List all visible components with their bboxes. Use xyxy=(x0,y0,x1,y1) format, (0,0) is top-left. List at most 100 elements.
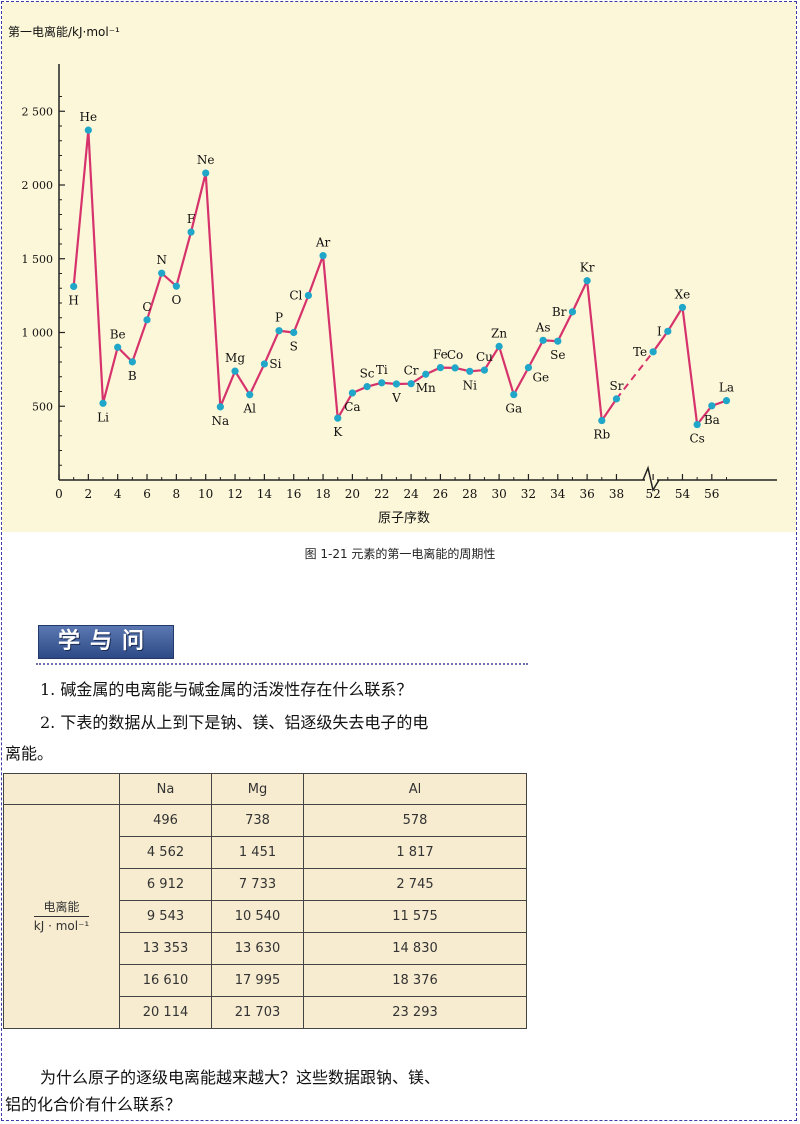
data-point xyxy=(114,343,122,351)
series-line xyxy=(652,304,727,428)
data-point xyxy=(260,360,268,368)
element-label: S xyxy=(290,340,298,354)
data-point xyxy=(678,303,687,312)
element-label: Xe xyxy=(675,287,691,301)
element-label: Cl xyxy=(289,288,302,302)
data-point xyxy=(275,327,283,335)
y-tick-label: 500 xyxy=(32,400,53,413)
element-label: Ti xyxy=(376,363,388,377)
table-header-row: Na Mg Al xyxy=(3,773,527,805)
x-tick-label: 0 xyxy=(55,487,63,501)
y-tick-label: 2 500 xyxy=(22,105,54,118)
data-point xyxy=(495,342,503,350)
data-point xyxy=(583,277,591,285)
x-tick-label: 56 xyxy=(704,487,719,501)
data-point xyxy=(158,269,166,277)
element-label: He xyxy=(80,110,98,124)
element-label: Ca xyxy=(344,400,360,414)
element-label: H xyxy=(68,293,78,307)
table-cell: 11 575 xyxy=(303,900,527,933)
dotted-divider xyxy=(36,663,528,665)
question-2-line-1: 2. 下表的数据从上到下是钠、镁、铝逐级失去电子的电 xyxy=(40,713,429,732)
element-label: B xyxy=(128,369,137,383)
element-label: V xyxy=(391,391,401,405)
element-label: I xyxy=(657,324,662,338)
element-label: C xyxy=(142,300,151,314)
element-label: O xyxy=(171,293,181,307)
element-label: Na xyxy=(212,414,230,428)
data-point xyxy=(290,328,298,337)
element-label: Ni xyxy=(463,378,478,392)
element-label: Si xyxy=(269,357,281,371)
element-label: As xyxy=(535,320,551,334)
x-tick-label: 22 xyxy=(374,487,389,501)
closing-line-1: 为什么原子的逐级电离能越来越大？这些数据跟钠、镁、 xyxy=(40,1068,441,1087)
section-title-badge: 学与问 xyxy=(38,625,174,659)
table-row: 13 353 13 630 14 830 xyxy=(4,932,527,965)
data-point xyxy=(524,364,533,372)
x-tick-label: 14 xyxy=(257,487,273,501)
data-point xyxy=(708,402,716,410)
data-point xyxy=(334,414,342,422)
x-tick-label: 12 xyxy=(227,487,242,501)
element-label: Sc xyxy=(360,367,375,381)
data-point xyxy=(612,395,621,403)
data-point xyxy=(84,126,92,134)
x-tick-label: 36 xyxy=(579,487,594,501)
element-label: Rb xyxy=(593,428,610,442)
element-label: Cr xyxy=(404,364,419,378)
element-label: Br xyxy=(552,305,567,319)
x-tick-label: 4 xyxy=(114,487,122,501)
table-corner-cell xyxy=(3,773,120,805)
data-point xyxy=(304,291,312,300)
table-row: 16 610 17 995 18 376 xyxy=(4,964,527,997)
table-header-mg: Mg xyxy=(211,773,304,805)
element-label: Mn xyxy=(416,381,436,395)
table-cell: 6 912 xyxy=(119,868,212,901)
data-point xyxy=(598,416,606,425)
element-label: Al xyxy=(242,402,256,416)
data-point xyxy=(319,252,327,260)
x-tick-label: 32 xyxy=(521,487,536,501)
element-label: K xyxy=(333,425,343,439)
table-cell: 2 745 xyxy=(303,868,527,901)
x-tick-label: 38 xyxy=(609,487,624,501)
element-label: P xyxy=(275,311,283,325)
element-label: Ne xyxy=(197,153,215,167)
element-label: Ga xyxy=(505,402,522,416)
data-point xyxy=(348,389,356,397)
element-label: Be xyxy=(110,327,126,341)
x-tick-label: 30 xyxy=(491,487,506,501)
figure-caption: 图 1-21 元素的第一电离能的周期性 xyxy=(304,547,496,561)
table-row: 20 114 21 703 23 293 xyxy=(4,996,527,1029)
table-row-label: 电离能 kJ · mol⁻¹ xyxy=(3,804,120,1029)
element-label: N xyxy=(156,253,167,267)
element-label: Te xyxy=(633,345,647,359)
element-label: La xyxy=(719,381,734,395)
table-cell: 14 830 xyxy=(303,932,527,965)
element-label: Li xyxy=(97,410,109,424)
element-label: Cu xyxy=(476,350,493,364)
y-tick-label: 1 000 xyxy=(22,327,54,340)
ionization-table: Na Mg Al 电离能 kJ · mol⁻¹ 496 738 578 4 562 1 45… xyxy=(3,773,527,1029)
data-point xyxy=(231,367,239,375)
table-cell: 20 114 xyxy=(119,996,212,1029)
data-point xyxy=(172,282,180,290)
ionization-energy-chart: 500 1 000 1 500 2 000 2 500 0 2 4 6 8 10 12 14 16 18 20… xyxy=(2,2,796,532)
data-point xyxy=(539,336,547,344)
data-point xyxy=(246,391,254,399)
data-point xyxy=(363,383,371,391)
data-point xyxy=(99,399,107,407)
y-axis-label: 第一电离能/kJ·mol⁻¹ xyxy=(8,24,120,39)
data-point xyxy=(216,403,224,411)
y-tick-label: 2 000 xyxy=(22,179,54,192)
data-point xyxy=(568,308,577,316)
table-cell: 4 562 xyxy=(119,836,212,869)
table-cell: 17 995 xyxy=(211,964,304,997)
table-row: 电离能 kJ · mol⁻¹ 496 738 578 xyxy=(3,804,527,1029)
element-label: Mg xyxy=(225,351,245,365)
table-cell: 13 353 xyxy=(119,932,212,965)
x-tick-label: 8 xyxy=(173,487,181,501)
